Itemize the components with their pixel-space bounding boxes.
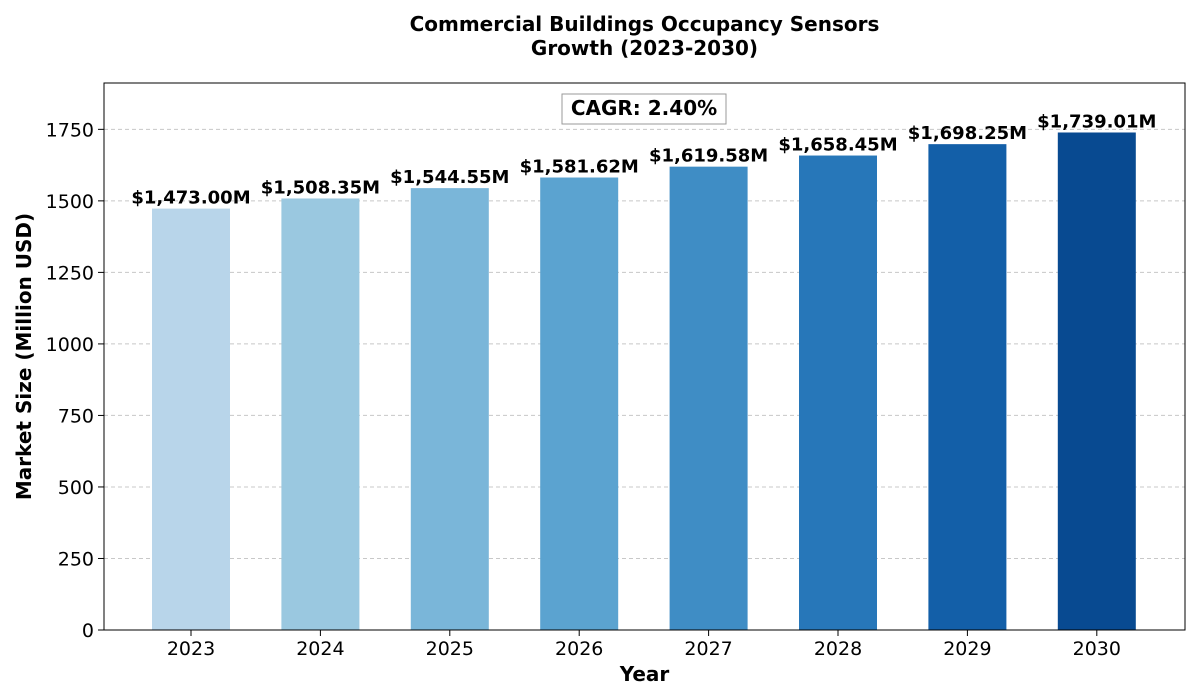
x-tick-label: 2027: [684, 638, 732, 660]
cagr-text: CAGR: 2.40%: [571, 96, 717, 120]
y-tick-label: 1500: [46, 191, 94, 213]
bar: [152, 208, 230, 630]
bar: [410, 188, 489, 630]
data-label: $1,658.45M: [778, 135, 897, 156]
gridlines: [104, 128, 1185, 559]
data-label: $1,739.01M: [1037, 111, 1156, 132]
data-label: $1,581.62M: [520, 157, 639, 178]
y-tick-label: 250: [58, 548, 94, 570]
x-tick-label: 2026: [555, 638, 603, 660]
bar: [669, 166, 748, 630]
bar: [281, 198, 360, 630]
x-tick-label: 2029: [943, 638, 991, 660]
data-label: $1,544.55M: [390, 167, 509, 188]
y-tick-label: 0: [82, 620, 94, 642]
x-tick-label: 2025: [426, 638, 474, 660]
bars: [152, 132, 1136, 631]
y-tick-label: 500: [58, 477, 94, 499]
y-tick-label: 1750: [46, 119, 94, 141]
x-axis-label: Year: [619, 662, 670, 686]
data-label: $1,619.58M: [649, 146, 768, 167]
data-label: $1,473.00M: [131, 188, 250, 209]
data-label: $1,698.25M: [908, 123, 1027, 144]
x-tick-label: 2023: [167, 638, 215, 660]
x-axis: 2023 2024 2025 2026 2027 2028 2029 2030: [167, 630, 1121, 660]
bar: [799, 155, 877, 630]
bar: [1057, 132, 1136, 630]
bar: [928, 144, 1007, 630]
bar: [540, 177, 619, 631]
chart-title-line-2: Growth (2023-2030): [530, 36, 759, 60]
y-tick-label: 1000: [46, 334, 94, 356]
data-label: $1,508.35M: [261, 177, 380, 198]
y-tick-label: 750: [58, 405, 94, 427]
y-axis-label: Market Size (Million USD): [12, 213, 36, 500]
y-tick-label: 1250: [46, 262, 94, 284]
y-axis: 0 250 500 750 1000 1250 1500 1750: [46, 119, 104, 642]
data-labels: $1,473.00M $1,508.35M $1,544.55M $1,581.62M…: [131, 111, 1156, 208]
plot-frame: [103, 82, 1186, 631]
x-tick-label: 2024: [296, 638, 344, 660]
x-tick-label: 2030: [1073, 638, 1121, 660]
x-tick-label: 2028: [814, 638, 862, 660]
chart-title-line-1: Commercial Buildings Occupancy Sensors: [409, 12, 880, 36]
chart-title: Commercial Buildings Occupancy Sensors G…: [104, 12, 1185, 60]
cagr-annotation: CAGR: 2.40%: [561, 93, 727, 125]
cagr-box: [561, 93, 727, 125]
